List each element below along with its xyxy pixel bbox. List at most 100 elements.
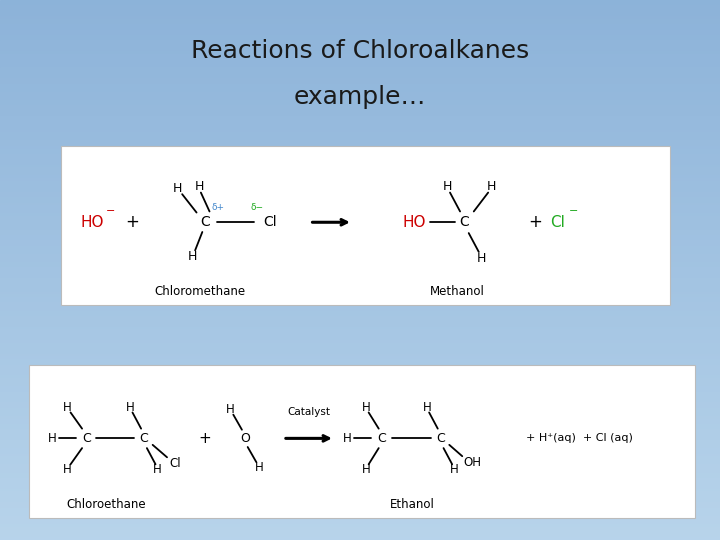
Bar <box>0 251 720 254</box>
Bar <box>0 502 720 505</box>
Bar <box>0 427 720 429</box>
Bar <box>0 356 720 359</box>
Bar <box>0 267 720 270</box>
Bar <box>0 200 720 202</box>
Bar <box>0 338 720 340</box>
Bar <box>0 19 720 22</box>
Bar <box>0 146 720 148</box>
Bar <box>0 124 720 127</box>
Bar <box>0 57 720 59</box>
Bar <box>0 235 720 238</box>
Bar <box>0 508 720 510</box>
Text: Methanol: Methanol <box>430 285 485 298</box>
Bar <box>0 227 720 229</box>
Text: H: H <box>361 401 370 414</box>
Text: H: H <box>487 180 497 193</box>
Bar <box>0 165 720 167</box>
Bar <box>0 100 720 103</box>
Bar <box>0 189 720 192</box>
Bar <box>0 367 720 370</box>
Bar <box>0 197 720 200</box>
Bar <box>0 262 720 265</box>
Bar <box>0 402 720 405</box>
Text: Cl: Cl <box>551 215 565 230</box>
Bar <box>0 435 720 437</box>
Bar <box>0 246 720 248</box>
Bar <box>0 505 720 508</box>
Text: H: H <box>361 463 370 476</box>
Bar <box>0 78 720 81</box>
Text: +: + <box>528 213 542 231</box>
Bar <box>0 84 720 86</box>
Bar <box>0 32 720 35</box>
Bar <box>0 346 720 348</box>
Bar <box>0 332 720 335</box>
Bar <box>0 35 720 38</box>
Text: C: C <box>377 432 386 445</box>
Bar <box>0 516 720 518</box>
Bar <box>0 186 720 189</box>
Bar <box>0 170 720 173</box>
Bar <box>0 111 720 113</box>
Bar <box>0 386 720 389</box>
Bar <box>0 176 720 178</box>
Bar <box>0 297 720 300</box>
Bar <box>0 238 720 240</box>
Bar <box>0 513 720 516</box>
Bar <box>0 16 720 19</box>
Bar <box>0 162 720 165</box>
Bar <box>0 319 720 321</box>
Text: H: H <box>194 180 204 193</box>
Bar <box>0 459 720 462</box>
Text: H: H <box>477 252 487 265</box>
Text: H: H <box>187 251 197 264</box>
Bar <box>0 359 720 362</box>
Bar <box>0 51 720 54</box>
Bar <box>0 532 720 535</box>
Text: Chloromethane: Chloromethane <box>155 285 246 298</box>
Bar <box>0 140 720 143</box>
Bar <box>0 27 720 30</box>
Text: +: + <box>125 213 139 231</box>
Bar <box>0 392 720 394</box>
Bar <box>0 456 720 459</box>
Bar <box>0 324 720 327</box>
Text: O: O <box>240 432 250 445</box>
Bar <box>0 348 720 351</box>
Bar <box>0 383 720 386</box>
Bar <box>0 40 720 43</box>
Bar <box>0 181 720 184</box>
Text: δ−: δ− <box>251 202 264 212</box>
Bar <box>0 143 720 146</box>
Bar <box>0 316 720 319</box>
Bar <box>0 535 720 537</box>
Bar <box>0 394 720 397</box>
Bar <box>0 313 720 316</box>
Bar <box>0 305 720 308</box>
Bar <box>0 292 720 294</box>
Text: HO: HO <box>402 215 426 230</box>
Bar <box>0 22 720 24</box>
Bar <box>0 76 720 78</box>
Bar <box>0 362 720 364</box>
Bar <box>0 432 720 435</box>
Bar <box>0 119 720 122</box>
FancyBboxPatch shape <box>61 146 670 305</box>
Text: δ+: δ+ <box>212 202 225 212</box>
Bar <box>0 97 720 100</box>
Text: C: C <box>200 215 210 230</box>
Bar <box>0 354 720 356</box>
Bar <box>0 278 720 281</box>
Bar <box>0 68 720 70</box>
Bar <box>0 448 720 451</box>
Bar <box>0 310 720 313</box>
Bar <box>0 329 720 332</box>
Bar <box>0 467 720 470</box>
Bar <box>0 400 720 402</box>
Bar <box>0 270 720 273</box>
Bar <box>0 94 720 97</box>
Bar <box>0 138 720 140</box>
Text: C: C <box>459 215 469 230</box>
Bar <box>0 213 720 216</box>
Bar <box>0 451 720 454</box>
